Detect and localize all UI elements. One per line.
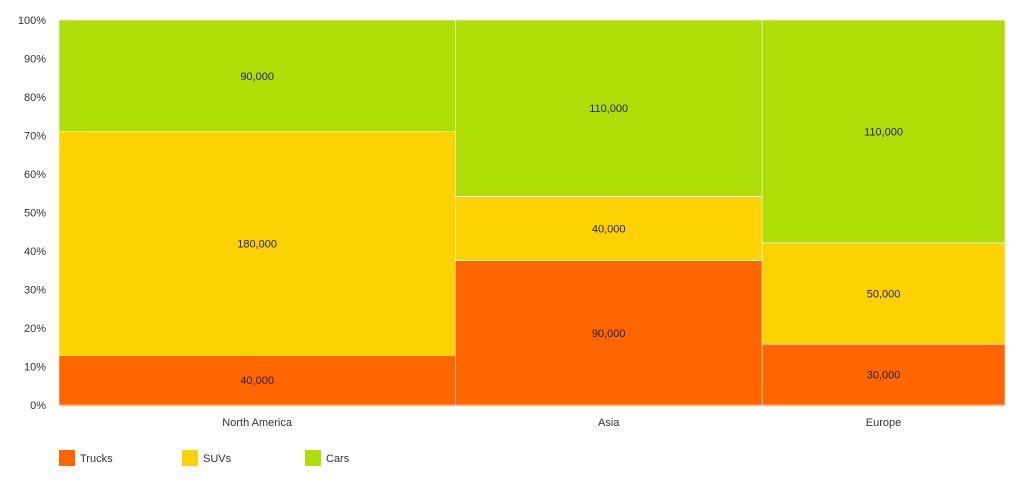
y-tick-label: 20% xyxy=(24,323,46,335)
data-label: 40,000 xyxy=(592,224,626,236)
legend-swatch xyxy=(305,450,321,466)
segment-suvs-0 xyxy=(58,131,456,356)
legend-label: SUVs xyxy=(203,453,232,465)
data-label: 90,000 xyxy=(592,328,626,340)
y-axis: 0% 10% 20% 30% 40% 50% 60% 70% 80% 90% 100% xyxy=(18,15,1005,412)
segment-cars-2 xyxy=(761,19,1006,244)
y-tick-label: 50% xyxy=(24,208,46,220)
legend-swatch xyxy=(59,450,75,466)
data-label: 90,000 xyxy=(240,71,274,83)
data-label: 110,000 xyxy=(864,126,903,138)
y-tick-label: 60% xyxy=(24,169,46,181)
data-label: 180,000 xyxy=(237,239,277,251)
segment-trucks-0 xyxy=(58,355,456,406)
y-tick-label: 10% xyxy=(24,362,46,374)
data-label: 40,000 xyxy=(240,375,274,387)
legend-item-trucks[interactable]: Trucks xyxy=(59,450,113,466)
legend-item-suvs[interactable]: SUVs xyxy=(182,450,232,466)
legend-label: Cars xyxy=(326,453,350,465)
data-label: 30,000 xyxy=(867,370,901,382)
y-tick-label: 40% xyxy=(24,246,46,258)
category-label: North America xyxy=(222,417,293,429)
y-tick-label: 100% xyxy=(18,15,46,27)
plot-area xyxy=(58,19,1006,406)
x-axis: North America Asia Europe xyxy=(222,417,901,429)
segment-suvs-2 xyxy=(761,242,1006,345)
y-tick-label: 80% xyxy=(24,92,46,104)
segment-cars-0 xyxy=(58,19,456,133)
legend-label: Trucks xyxy=(80,453,113,465)
legend: Trucks SUVs Cars xyxy=(59,450,350,466)
y-tick-label: 0% xyxy=(30,400,46,412)
y-tick-label: 90% xyxy=(24,54,46,66)
data-labels: 40,000 180,000 90,000 90,000 40,000 110,000 30… xyxy=(237,71,903,387)
legend-item-cars[interactable]: Cars xyxy=(305,450,350,466)
segment-suvs-1 xyxy=(455,196,763,261)
data-label: 50,000 xyxy=(867,289,901,301)
segment-cars-1 xyxy=(455,19,763,197)
category-label: Asia xyxy=(598,417,620,429)
segment-trucks-2 xyxy=(761,343,1006,406)
legend-swatch xyxy=(182,450,198,466)
segment-trucks-1 xyxy=(455,260,763,406)
y-tick-label: 70% xyxy=(24,131,46,143)
data-label: 110,000 xyxy=(589,103,628,115)
category-label: Europe xyxy=(866,417,901,429)
y-tick-label: 30% xyxy=(24,285,46,297)
